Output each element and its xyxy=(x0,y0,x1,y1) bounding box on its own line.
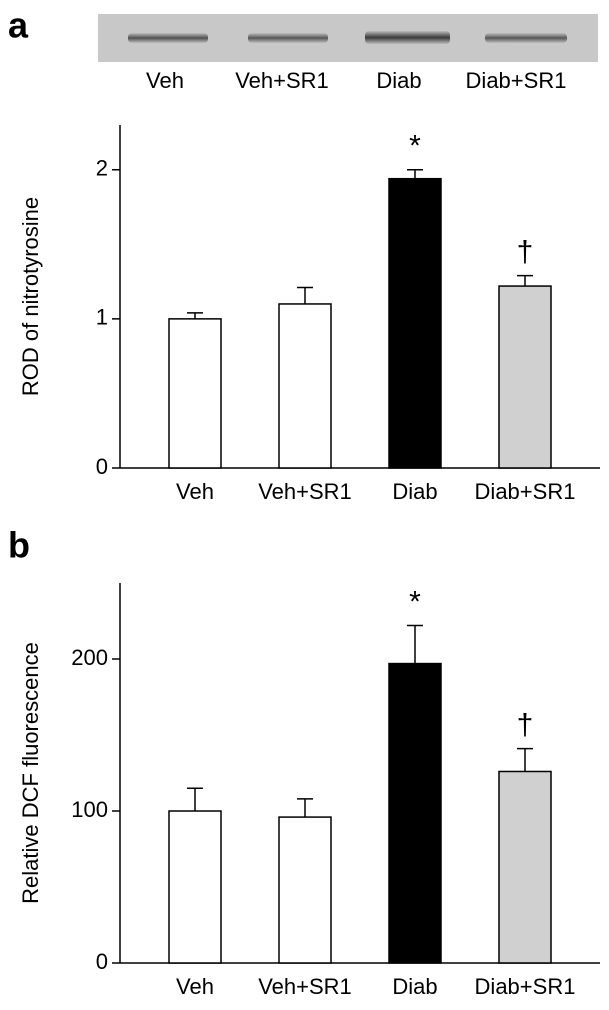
blot-label: Veh+SR1 xyxy=(235,68,329,93)
x-tick-label: Diab+SR1 xyxy=(475,974,576,999)
x-tick-label: Diab xyxy=(392,974,437,999)
bar-annotation: † xyxy=(517,236,534,269)
blot-band xyxy=(128,33,208,43)
blot xyxy=(98,14,598,62)
y-tick-label: 100 xyxy=(71,797,108,822)
bar xyxy=(388,177,442,469)
bar xyxy=(278,816,332,964)
error-bar xyxy=(517,274,533,287)
x-tick-label: Diab xyxy=(392,479,437,504)
bar xyxy=(498,770,552,964)
y-tick-label: 0 xyxy=(96,454,108,479)
x-tick-label: Veh+SR1 xyxy=(258,974,352,999)
panel-label: b xyxy=(8,525,30,566)
error-bar xyxy=(517,747,533,772)
y-tick-label: 0 xyxy=(96,949,108,974)
blot-label: Diab xyxy=(376,68,421,93)
blot-band xyxy=(485,33,567,43)
bar xyxy=(388,662,442,964)
y-tick-label: 2 xyxy=(96,156,108,181)
bar-annotation: * xyxy=(409,585,421,618)
error-bar xyxy=(407,168,423,179)
blot-label: Diab+SR1 xyxy=(466,68,567,93)
x-tick-label: Veh xyxy=(176,974,214,999)
blot-band xyxy=(248,33,328,43)
y-tick-label: 1 xyxy=(96,305,108,330)
bar xyxy=(278,303,332,469)
y-axis-label: Relative DCF fluorescence xyxy=(18,642,43,904)
bar xyxy=(168,318,222,469)
error-bar xyxy=(297,286,313,304)
bar xyxy=(168,810,222,964)
error-bar xyxy=(297,798,313,818)
error-bar xyxy=(187,787,203,811)
y-axis-label: ROD of nitrotyrosine xyxy=(18,197,43,396)
blot-label: Veh xyxy=(146,68,184,93)
bar xyxy=(498,285,552,469)
x-tick-label: Veh xyxy=(176,479,214,504)
error-bar xyxy=(407,624,423,664)
bar-annotation: * xyxy=(409,130,421,163)
x-tick-label: Diab+SR1 xyxy=(475,479,576,504)
error-bar xyxy=(187,312,203,319)
y-tick-label: 200 xyxy=(71,645,108,670)
panel-label: a xyxy=(8,5,29,46)
x-tick-label: Veh+SR1 xyxy=(258,479,352,504)
bar-annotation: † xyxy=(517,709,534,742)
blot-band xyxy=(365,31,450,44)
